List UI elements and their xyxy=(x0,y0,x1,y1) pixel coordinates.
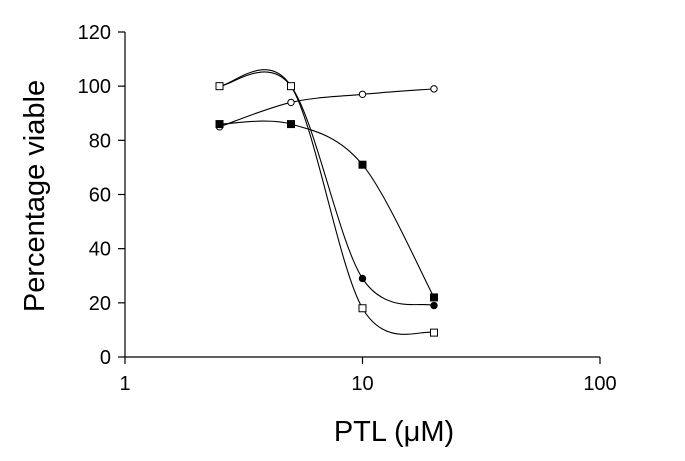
y-tick-label: 80 xyxy=(89,130,111,152)
data-point xyxy=(358,274,367,283)
series-line xyxy=(219,120,435,298)
x-ticks: 1 10 100 xyxy=(119,357,617,395)
x-tick-label: 1 xyxy=(119,373,130,395)
y-axis-title: Percentage viable xyxy=(19,80,51,312)
data-point xyxy=(287,120,296,129)
y-tick-label: 100 xyxy=(78,76,111,98)
y-ticks: 0 20 40 60 80 100 120 xyxy=(78,22,125,369)
data-point xyxy=(429,328,438,337)
y-tick-label: 20 xyxy=(89,293,111,315)
data-point xyxy=(429,293,438,302)
series-1 xyxy=(215,85,438,131)
series-line xyxy=(219,88,435,128)
x-tick-label: 10 xyxy=(351,373,373,395)
series-layer xyxy=(215,69,438,337)
data-point xyxy=(430,301,438,310)
data-point xyxy=(215,120,224,129)
data-point xyxy=(358,304,367,313)
data-point xyxy=(215,82,224,91)
data-point xyxy=(287,98,295,107)
y-tick-label: 120 xyxy=(78,22,111,44)
data-point xyxy=(358,160,367,169)
y-tick-label: 0 xyxy=(100,347,111,369)
series-3 xyxy=(215,71,438,310)
series-4 xyxy=(215,69,438,337)
data-point xyxy=(430,85,438,93)
series-line xyxy=(219,71,435,307)
data-point xyxy=(358,90,367,98)
series-line xyxy=(219,69,435,335)
y-tick-label: 40 xyxy=(89,239,111,261)
y-tick-label: 60 xyxy=(89,185,111,207)
series-2 xyxy=(215,120,438,302)
data-point xyxy=(287,82,296,91)
x-axis-title: PTL (μM) xyxy=(334,416,454,448)
x-tick-label: 100 xyxy=(583,373,616,395)
